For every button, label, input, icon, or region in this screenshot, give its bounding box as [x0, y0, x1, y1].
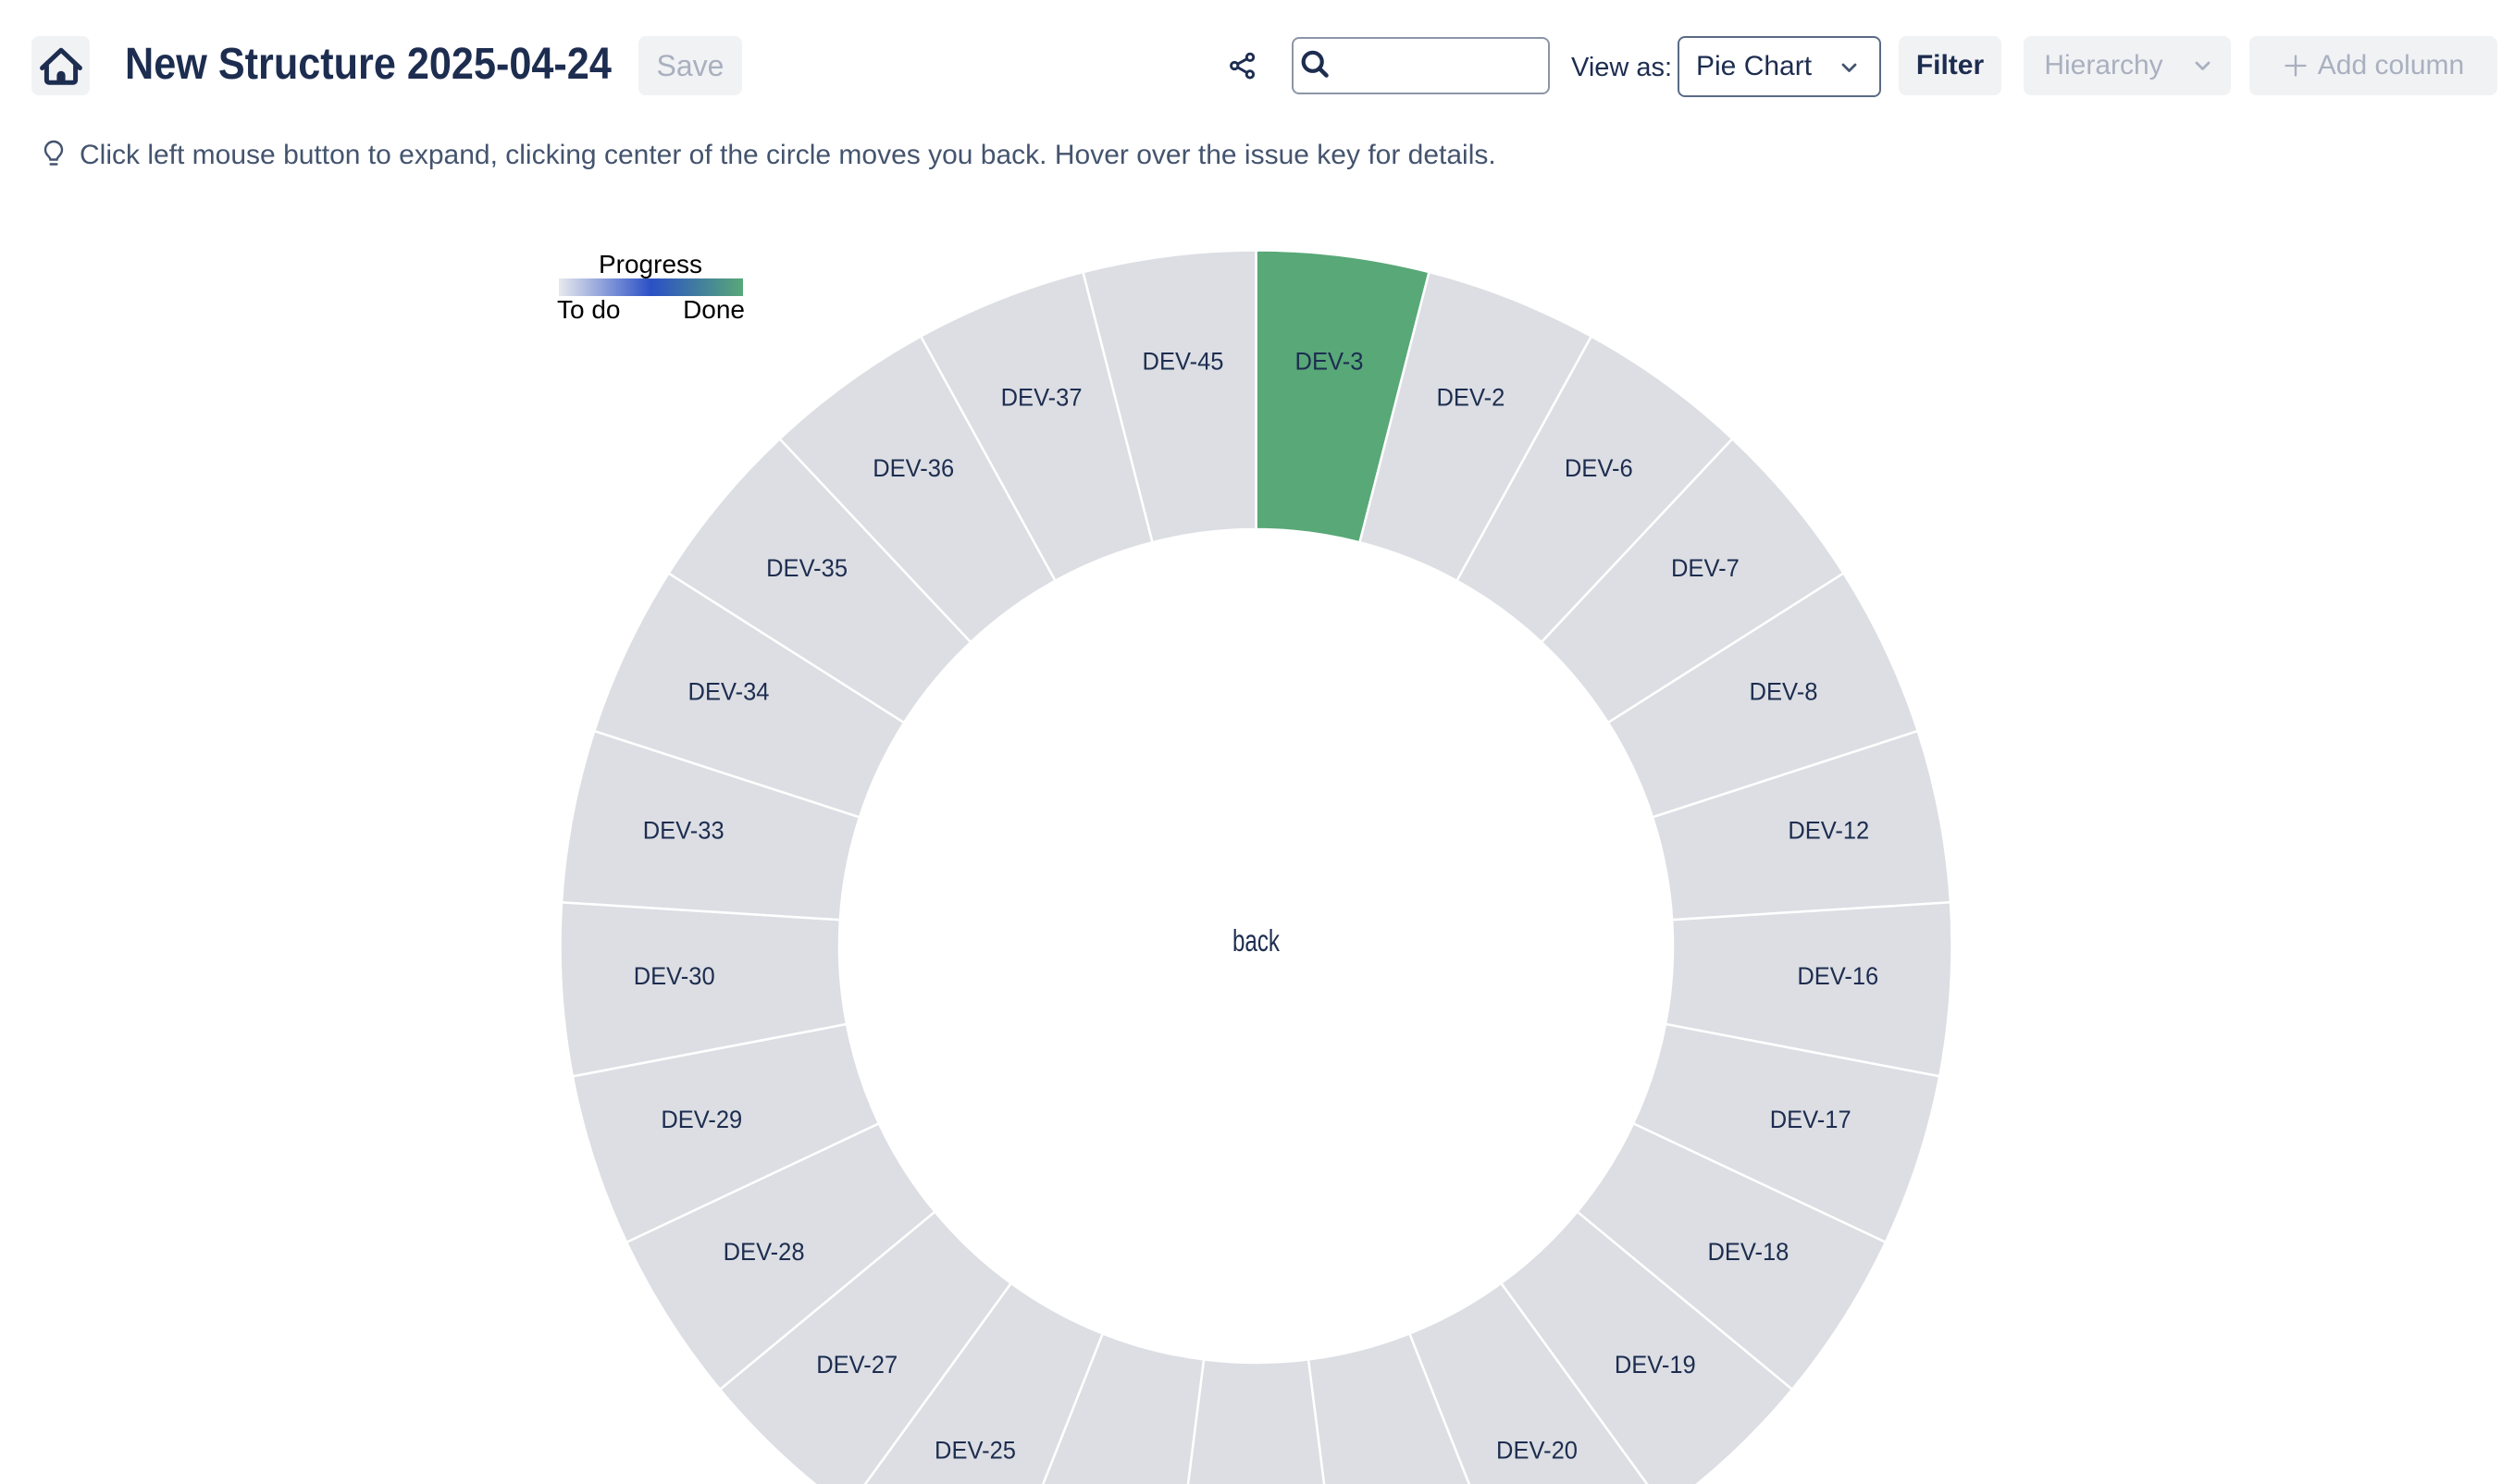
- svg-text:Done: Done: [683, 295, 745, 324]
- svg-text:DEV-18: DEV-18: [1707, 1238, 1789, 1266]
- svg-text:DEV-16: DEV-16: [1797, 962, 1878, 990]
- svg-text:DEV-28: DEV-28: [724, 1238, 805, 1266]
- svg-text:DEV-35: DEV-35: [766, 554, 848, 582]
- svg-text:DEV-27: DEV-27: [816, 1351, 898, 1379]
- svg-text:DEV-33: DEV-33: [643, 816, 724, 844]
- svg-text:To do: To do: [557, 295, 621, 324]
- svg-text:DEV-3: DEV-3: [1295, 348, 1364, 376]
- svg-text:DEV-7: DEV-7: [1671, 554, 1740, 582]
- svg-text:DEV-17: DEV-17: [1770, 1106, 1851, 1133]
- svg-text:DEV-8: DEV-8: [1750, 677, 1818, 705]
- svg-text:DEV-20: DEV-20: [1496, 1437, 1578, 1465]
- svg-text:DEV-30: DEV-30: [634, 962, 715, 990]
- svg-text:DEV-34: DEV-34: [688, 677, 770, 705]
- svg-text:DEV-29: DEV-29: [661, 1106, 742, 1133]
- svg-text:DEV-12: DEV-12: [1788, 816, 1869, 844]
- svg-text:DEV-25: DEV-25: [935, 1437, 1016, 1465]
- svg-text:DEV-37: DEV-37: [1001, 384, 1083, 412]
- svg-text:DEV-6: DEV-6: [1565, 454, 1633, 482]
- svg-text:back: back: [1232, 923, 1280, 958]
- svg-text:DEV-36: DEV-36: [873, 454, 954, 482]
- svg-text:Progress: Progress: [599, 250, 702, 278]
- svg-text:DEV-19: DEV-19: [1615, 1351, 1696, 1379]
- svg-text:DEV-2: DEV-2: [1436, 384, 1505, 412]
- svg-text:DEV-45: DEV-45: [1143, 348, 1224, 376]
